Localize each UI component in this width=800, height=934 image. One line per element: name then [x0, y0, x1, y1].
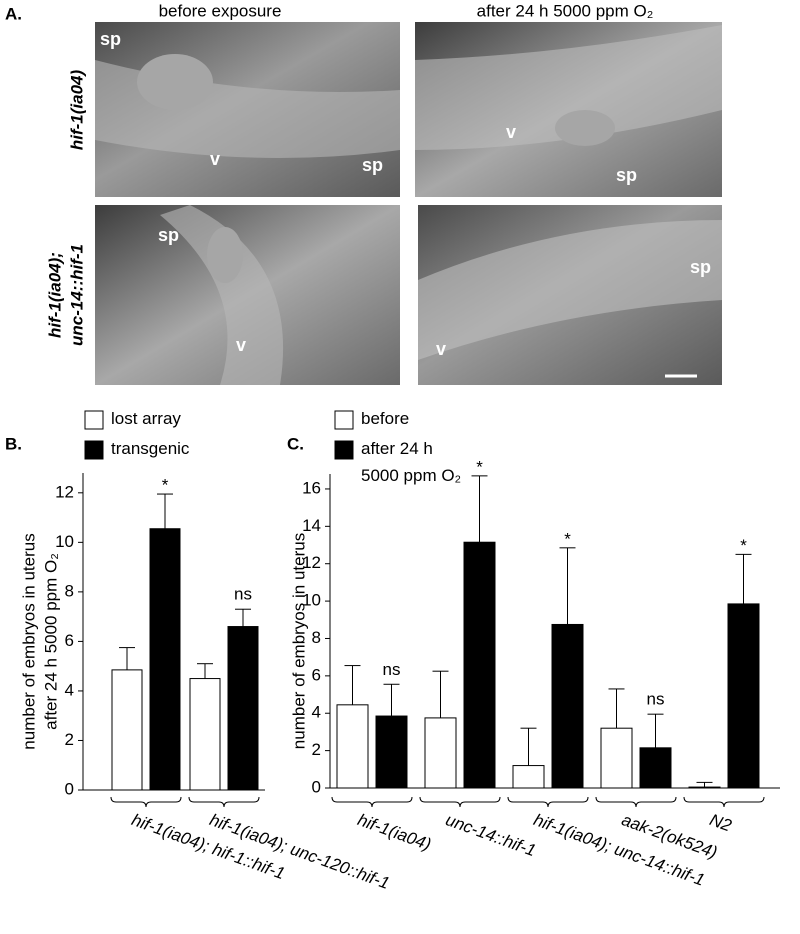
image-label: sp: [362, 155, 383, 175]
y-tick-label: 16: [302, 478, 321, 497]
annotation: *: [162, 476, 169, 495]
image-label: v: [436, 339, 446, 359]
panel-label: C.: [287, 434, 304, 453]
legend-label: transgenic: [111, 439, 190, 458]
image-label: sp: [158, 225, 179, 245]
bar: [227, 626, 259, 791]
panel-label: B.: [5, 434, 22, 453]
legend-swatch: [84, 410, 104, 430]
legend-swatch: [334, 440, 354, 460]
bar: [600, 727, 633, 789]
annotation: *: [564, 529, 571, 548]
legend-swatch: [84, 440, 104, 460]
y-tick-label: 4: [65, 680, 74, 699]
group-brace: [419, 796, 501, 808]
y-tick-label: 6: [65, 631, 74, 650]
image-label: v: [236, 335, 246, 355]
row-label: hif-1(ia04);: [45, 252, 64, 338]
group-brace: [595, 796, 677, 808]
y-axis-label: number of embryos in uterus: [19, 533, 38, 749]
y-tick-label: 2: [312, 740, 321, 759]
row-label: hif-1(ia04): [67, 70, 86, 151]
y-tick-label: 6: [312, 665, 321, 684]
embryo: [555, 110, 615, 146]
legend-label: lost array: [111, 409, 181, 428]
x-tick-label: N2: [707, 810, 734, 835]
bar: [463, 541, 496, 789]
bar: [375, 715, 408, 789]
image-label: v: [506, 122, 516, 142]
bar: [336, 704, 369, 789]
image-label: sp: [690, 257, 711, 277]
y-tick-label: 10: [55, 532, 74, 551]
y-tick-label: 0: [65, 779, 74, 798]
bar: [551, 623, 584, 789]
y-tick-label: 14: [302, 516, 321, 535]
x-tick-label: unc-14::hif-1: [443, 810, 538, 860]
panel-label: A.: [5, 4, 22, 23]
group-brace: [110, 796, 182, 808]
column-header: before exposure: [159, 1, 282, 20]
legend-label: before: [361, 409, 409, 428]
image-label: v: [210, 149, 220, 169]
y-axis-label: number of embryos in uterus: [289, 533, 308, 749]
y-tick-label: 12: [55, 482, 74, 501]
column-header: after 24 h 5000 ppm O₂: [477, 1, 654, 20]
annotation: *: [476, 457, 483, 476]
legend-swatch: [334, 410, 354, 430]
bar: [424, 717, 457, 789]
bar: [189, 678, 221, 791]
y-tick-label: 4: [312, 703, 321, 722]
annotation: *: [740, 536, 747, 555]
image-label: sp: [100, 29, 121, 49]
y-tick-label: 8: [312, 628, 321, 647]
image-label: sp: [616, 165, 637, 185]
worm-body: [160, 205, 284, 385]
annotation: ns: [383, 660, 401, 679]
y-axis-label: after 24 h 5000 ppm O₂: [41, 553, 60, 730]
micrographs: [95, 22, 722, 385]
y-tick-label: 2: [65, 730, 74, 749]
embryo: [137, 54, 213, 110]
bar: [727, 603, 760, 789]
y-tick-label: 12: [302, 553, 321, 572]
worm-body: [415, 25, 722, 150]
bar: [688, 786, 721, 789]
group-brace: [331, 796, 413, 808]
embryo: [207, 227, 243, 283]
group-brace: [683, 796, 765, 808]
row-label: unc-14::hif-1: [67, 244, 86, 346]
annotation: ns: [647, 690, 665, 709]
annotation: ns: [234, 585, 252, 604]
group-brace: [507, 796, 589, 808]
x-tick-label: hif-1(ia04): [355, 810, 433, 854]
bar: [512, 765, 545, 789]
worm-body: [418, 220, 722, 360]
legend-label: after 24 h 5000 ppm O₂: [361, 439, 461, 485]
bar: [149, 528, 181, 791]
group-brace: [188, 796, 260, 808]
y-tick-label: 10: [302, 591, 321, 610]
bar: [111, 669, 143, 791]
bar: [639, 747, 672, 789]
y-tick-label: 8: [65, 581, 74, 600]
y-tick-label: 0: [312, 777, 321, 796]
